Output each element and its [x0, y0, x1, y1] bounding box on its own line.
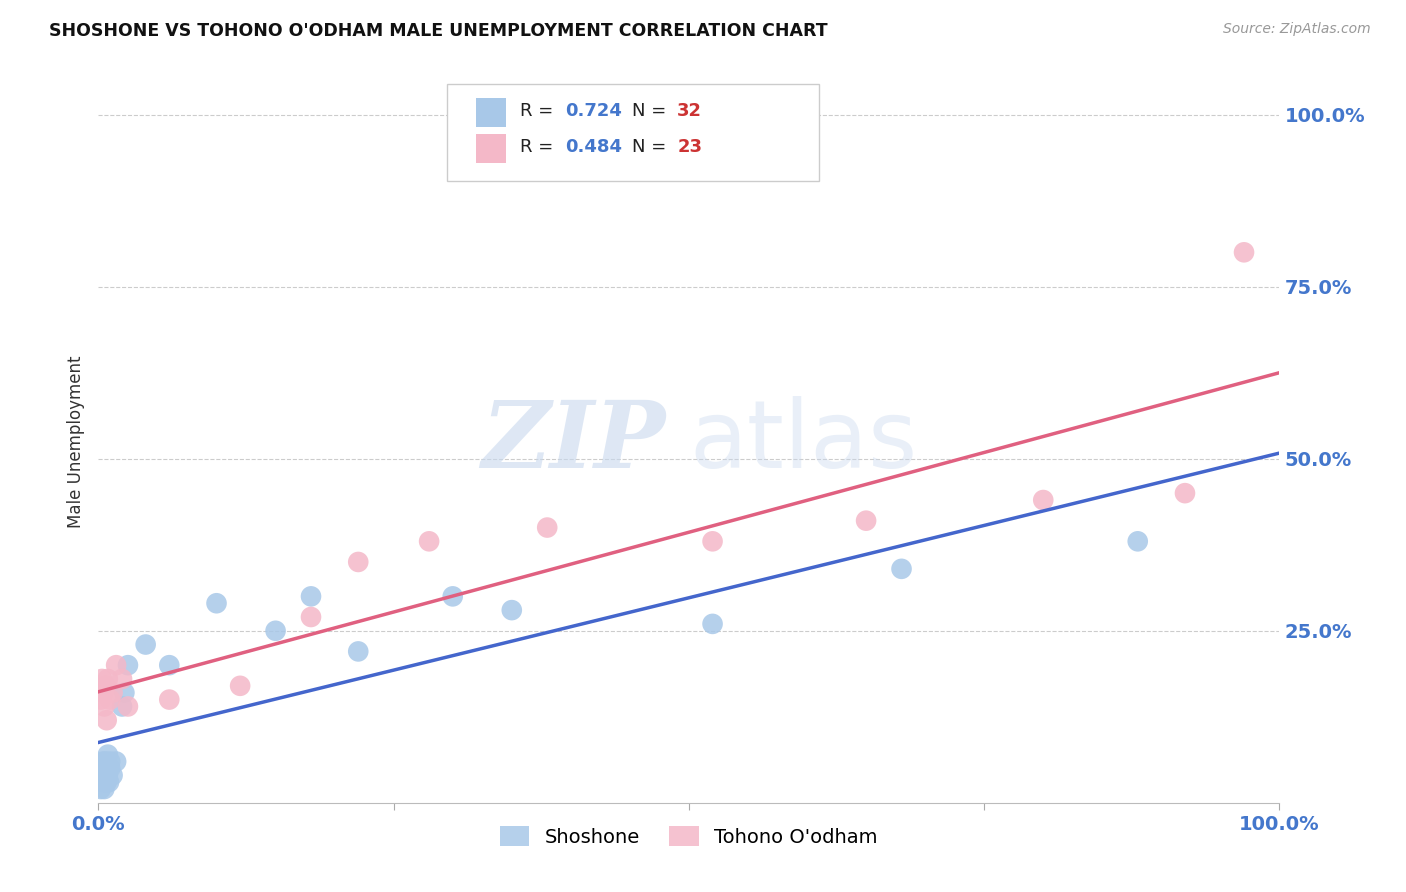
- Point: [1174, 486, 1197, 500]
- Point: [299, 590, 322, 604]
- Point: [117, 699, 139, 714]
- Point: [157, 658, 180, 673]
- Point: [347, 644, 370, 658]
- Point: [1126, 534, 1149, 549]
- Legend: Shoshone, Tohono O'odham: Shoshone, Tohono O'odham: [492, 818, 886, 855]
- Point: [96, 775, 118, 789]
- Text: 23: 23: [678, 138, 702, 156]
- Point: [117, 658, 139, 673]
- Point: [91, 775, 114, 789]
- Point: [98, 755, 121, 769]
- Point: [101, 686, 124, 700]
- Point: [229, 679, 252, 693]
- Point: [91, 768, 114, 782]
- Point: [96, 713, 118, 727]
- Point: [98, 775, 121, 789]
- Text: 32: 32: [678, 103, 702, 120]
- Text: SHOSHONE VS TOHONO O'ODHAM MALE UNEMPLOYMENT CORRELATION CHART: SHOSHONE VS TOHONO O'ODHAM MALE UNEMPLOY…: [49, 22, 828, 40]
- Point: [93, 782, 115, 797]
- Point: [1233, 245, 1256, 260]
- Point: [264, 624, 287, 638]
- Point: [702, 616, 724, 631]
- Point: [111, 699, 134, 714]
- FancyBboxPatch shape: [447, 84, 818, 181]
- Y-axis label: Male Unemployment: Male Unemployment: [66, 355, 84, 528]
- Point: [94, 768, 117, 782]
- Text: R =: R =: [520, 138, 560, 156]
- FancyBboxPatch shape: [477, 98, 506, 128]
- Point: [94, 679, 117, 693]
- Point: [1032, 493, 1054, 508]
- Point: [347, 555, 370, 569]
- Text: N =: N =: [633, 138, 672, 156]
- Point: [93, 699, 115, 714]
- Point: [101, 768, 124, 782]
- Point: [111, 672, 134, 686]
- Point: [98, 761, 121, 775]
- Point: [855, 514, 877, 528]
- Point: [91, 672, 114, 686]
- Text: R =: R =: [520, 103, 560, 120]
- Point: [702, 534, 724, 549]
- Point: [205, 596, 228, 610]
- Point: [105, 658, 128, 673]
- Point: [299, 610, 322, 624]
- Point: [90, 692, 112, 706]
- Point: [98, 692, 121, 706]
- Text: 0.484: 0.484: [565, 138, 621, 156]
- Text: 0.724: 0.724: [565, 103, 621, 120]
- Point: [90, 782, 112, 797]
- Point: [501, 603, 523, 617]
- Point: [97, 768, 120, 782]
- Point: [91, 761, 114, 775]
- Point: [418, 534, 440, 549]
- Point: [91, 686, 114, 700]
- Point: [97, 747, 120, 762]
- Point: [441, 590, 464, 604]
- Point: [135, 638, 157, 652]
- Text: ZIP: ZIP: [481, 397, 665, 486]
- Point: [890, 562, 912, 576]
- Point: [112, 686, 135, 700]
- Point: [96, 761, 118, 775]
- Point: [105, 755, 128, 769]
- Point: [93, 761, 115, 775]
- Point: [157, 692, 180, 706]
- Point: [536, 520, 558, 534]
- Point: [94, 755, 117, 769]
- Text: Source: ZipAtlas.com: Source: ZipAtlas.com: [1223, 22, 1371, 37]
- Text: atlas: atlas: [689, 395, 917, 488]
- Point: [91, 755, 114, 769]
- Text: N =: N =: [633, 103, 672, 120]
- FancyBboxPatch shape: [477, 135, 506, 163]
- Point: [97, 672, 120, 686]
